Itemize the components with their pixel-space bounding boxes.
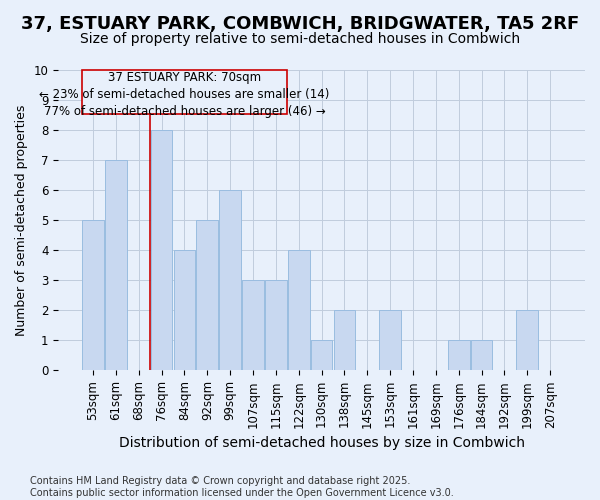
- Bar: [82, 220, 104, 370]
- Bar: [379, 310, 401, 370]
- Text: Size of property relative to semi-detached houses in Combwich: Size of property relative to semi-detach…: [80, 32, 520, 46]
- Bar: [448, 340, 470, 370]
- Bar: [471, 340, 493, 370]
- Bar: [196, 220, 218, 370]
- Bar: [151, 130, 172, 370]
- Bar: [265, 280, 287, 370]
- Bar: [517, 310, 538, 370]
- Y-axis label: Number of semi-detached properties: Number of semi-detached properties: [15, 104, 28, 336]
- Text: 37, ESTUARY PARK, COMBWICH, BRIDGWATER, TA5 2RF: 37, ESTUARY PARK, COMBWICH, BRIDGWATER, …: [21, 15, 579, 33]
- Bar: [82, 70, 287, 114]
- Bar: [219, 190, 241, 370]
- Bar: [242, 280, 264, 370]
- Bar: [311, 340, 332, 370]
- X-axis label: Distribution of semi-detached houses by size in Combwich: Distribution of semi-detached houses by …: [119, 436, 524, 450]
- Text: Contains HM Land Registry data © Crown copyright and database right 2025.
Contai: Contains HM Land Registry data © Crown c…: [30, 476, 454, 498]
- Bar: [288, 250, 310, 370]
- Bar: [334, 310, 355, 370]
- Bar: [105, 160, 127, 370]
- Bar: [173, 250, 195, 370]
- Text: 37 ESTUARY PARK: 70sqm
← 23% of semi-detached houses are smaller (14)
77% of sem: 37 ESTUARY PARK: 70sqm ← 23% of semi-det…: [39, 71, 329, 118]
